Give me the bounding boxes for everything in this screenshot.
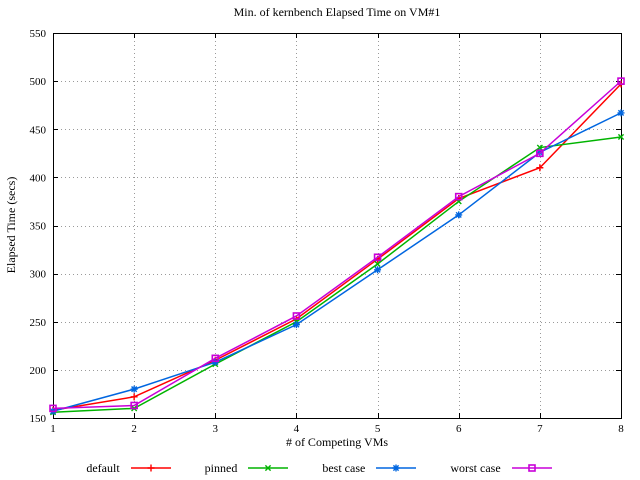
series-default bbox=[49, 80, 625, 414]
square-marker bbox=[373, 253, 382, 262]
chart-title: Min. of kernbench Elapsed Time on VM#1 bbox=[234, 5, 441, 19]
asterisk-marker bbox=[393, 464, 400, 472]
legend-item-pinned: pinned bbox=[205, 461, 291, 475]
x-axis-label: # of Competing VMs bbox=[286, 435, 388, 449]
x-tick-label: 5 bbox=[375, 423, 381, 435]
plus-marker bbox=[130, 393, 138, 401]
square-marker bbox=[130, 401, 138, 410]
x-tick-label: 7 bbox=[537, 423, 543, 435]
series-best-case bbox=[49, 109, 625, 415]
y-axis-label: Elapsed Time (secs) bbox=[4, 177, 18, 274]
legend-label: worst case bbox=[450, 460, 501, 475]
legend-sample bbox=[130, 464, 171, 472]
x-tick-label: 6 bbox=[456, 423, 462, 435]
square-marker bbox=[527, 464, 536, 472]
cross-marker bbox=[374, 260, 381, 268]
asterisk-marker bbox=[131, 386, 138, 393]
legend-item-default: default bbox=[86, 461, 172, 475]
asterisk-marker bbox=[293, 321, 300, 328]
y-tick-label: 300 bbox=[30, 269, 47, 281]
plus-marker bbox=[147, 464, 155, 472]
series-line bbox=[52, 136, 622, 413]
plot-border bbox=[53, 33, 622, 419]
y-tick-label: 350 bbox=[30, 221, 47, 233]
cross-marker bbox=[617, 133, 625, 141]
y-tick-label: 250 bbox=[30, 317, 47, 329]
gridlines bbox=[53, 33, 621, 418]
legend-sample bbox=[376, 464, 417, 472]
legend-sample bbox=[248, 464, 289, 472]
y-tick-label: 150 bbox=[30, 413, 47, 425]
y-tick-label: 450 bbox=[30, 124, 47, 136]
x-tick-label: 1 bbox=[50, 423, 56, 435]
x-tick-label: 4 bbox=[294, 423, 300, 435]
legend-sample bbox=[511, 464, 552, 472]
square-marker bbox=[49, 404, 57, 413]
series-line bbox=[52, 112, 622, 412]
series-worst-case bbox=[49, 77, 625, 413]
x-tick-label: 8 bbox=[618, 423, 624, 435]
x-tick-label: 2 bbox=[131, 423, 137, 435]
y-tick-label: 550 bbox=[30, 28, 47, 40]
series-line bbox=[52, 83, 622, 412]
square-marker bbox=[454, 192, 463, 201]
square-marker bbox=[211, 354, 220, 363]
square-marker bbox=[536, 149, 544, 158]
square-marker bbox=[617, 77, 625, 85]
y-tick-label: 400 bbox=[30, 172, 47, 184]
series-line bbox=[52, 80, 622, 410]
cross-marker bbox=[265, 464, 272, 472]
cross-marker bbox=[536, 144, 543, 151]
asterisk-marker bbox=[617, 109, 625, 116]
data-series bbox=[49, 77, 625, 416]
axes-and-ticks bbox=[53, 33, 622, 419]
plus-marker bbox=[536, 164, 544, 172]
y-tick-label: 200 bbox=[30, 365, 47, 377]
tick-labels: 1 2 3 4 5 6 7 8 150 200 250 300 350 400 450 500 550 bbox=[30, 28, 625, 435]
square-marker bbox=[292, 312, 301, 320]
legend-label: best case bbox=[322, 460, 366, 475]
legend: default pinned best case worst case bbox=[0, 459, 640, 477]
asterisk-marker bbox=[374, 266, 381, 273]
legend-item-best-case: best case bbox=[322, 461, 418, 475]
x-tick-label: 3 bbox=[213, 423, 219, 435]
legend-item-worst-case: worst case bbox=[450, 461, 553, 475]
asterisk-marker bbox=[212, 359, 219, 366]
y-tick-label: 500 bbox=[30, 76, 47, 88]
legend-label: pinned bbox=[204, 460, 238, 475]
asterisk-marker bbox=[455, 211, 462, 219]
legend-label: default bbox=[86, 460, 120, 475]
